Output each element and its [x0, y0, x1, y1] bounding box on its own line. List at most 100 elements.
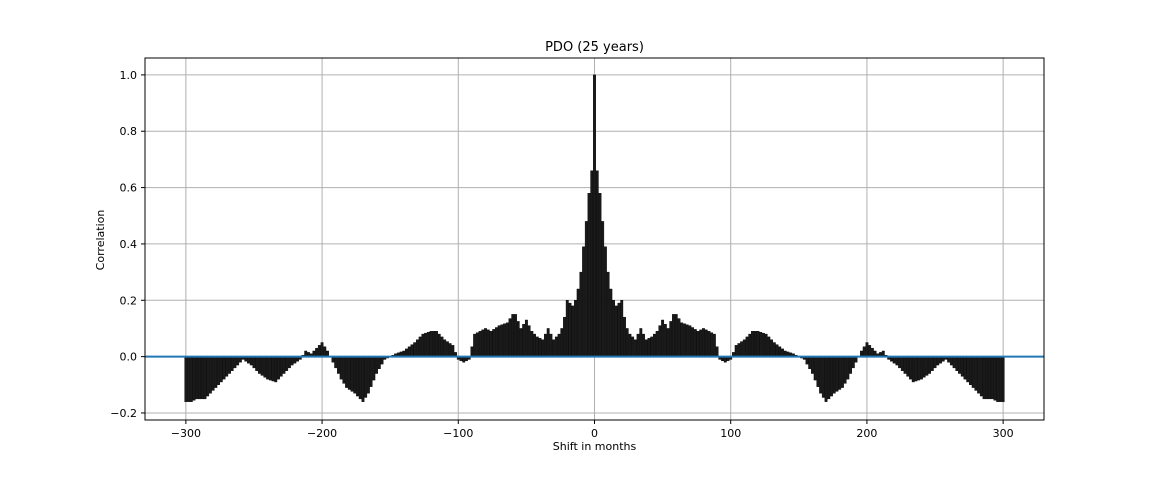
bar [356, 356, 359, 397]
bar [631, 336, 635, 357]
bar [364, 356, 368, 398]
bar [661, 319, 665, 357]
bar [595, 170, 599, 357]
bar [574, 300, 577, 357]
y-tick-label: 0.2 [120, 294, 138, 307]
bar [552, 339, 556, 357]
bar [846, 356, 850, 380]
bar [707, 331, 711, 357]
bar [840, 356, 844, 388]
bar [282, 356, 286, 374]
bar [625, 328, 629, 357]
y-tick-label: −0.2 [110, 407, 137, 420]
bar [505, 322, 509, 357]
bar [819, 356, 823, 394]
bar [642, 333, 645, 357]
bar [685, 324, 689, 357]
bar [824, 356, 828, 402]
bar [674, 314, 678, 357]
bar [503, 323, 507, 357]
bar [682, 323, 686, 357]
y-tick-label: 1.0 [120, 69, 138, 82]
bar [584, 221, 588, 357]
bar [930, 356, 934, 371]
bar [255, 356, 259, 371]
bar [514, 314, 517, 357]
bar [832, 356, 836, 394]
bar [914, 356, 918, 382]
bar [287, 356, 291, 369]
bar [230, 356, 234, 371]
bar [361, 356, 365, 402]
bar [633, 339, 637, 357]
bar [971, 356, 975, 388]
bar [969, 356, 972, 385]
bar [317, 345, 321, 357]
bar [996, 356, 1000, 402]
bar [214, 356, 218, 388]
bar [489, 331, 493, 357]
bar [440, 336, 444, 357]
bar [437, 333, 441, 357]
bar [366, 356, 370, 394]
bar [533, 333, 536, 357]
bar [862, 346, 866, 357]
y-tick-label: 0.6 [120, 182, 138, 195]
bar [895, 356, 899, 366]
x-tick-label: 300 [993, 427, 1014, 440]
bar [263, 356, 267, 378]
bar [628, 333, 632, 357]
bar [192, 356, 196, 401]
bar [816, 356, 820, 387]
bar [527, 325, 531, 357]
bar [911, 356, 915, 383]
bar [443, 339, 447, 357]
bar [955, 356, 959, 371]
bar [696, 331, 700, 357]
bar [949, 356, 953, 366]
bar [541, 339, 545, 357]
bar [677, 318, 681, 357]
bar [870, 347, 874, 357]
bar [579, 271, 583, 357]
bar [451, 345, 455, 357]
bar [808, 356, 812, 370]
bar [350, 356, 354, 392]
bar [372, 356, 376, 381]
bar [380, 356, 384, 365]
bar [691, 327, 694, 357]
bar [603, 246, 607, 357]
bar [576, 288, 580, 357]
bar [508, 318, 512, 357]
bars [184, 74, 1005, 402]
bar [767, 336, 771, 357]
bar [688, 325, 692, 357]
bar [530, 331, 534, 357]
bar [663, 324, 667, 357]
bar [593, 74, 596, 357]
bar [478, 331, 482, 357]
bar [805, 356, 809, 365]
bar [426, 331, 430, 357]
bar [734, 345, 738, 357]
bar [568, 302, 572, 357]
bar [620, 300, 624, 357]
bar [601, 221, 605, 357]
y-tick-label: 0.4 [120, 238, 138, 251]
bar [208, 356, 212, 394]
bar [560, 328, 564, 357]
bar [271, 356, 275, 382]
bar [835, 356, 839, 392]
bar [320, 342, 324, 357]
bar [598, 193, 602, 357]
bar [195, 356, 199, 400]
bar [775, 344, 779, 357]
bar [982, 356, 986, 400]
bar [249, 356, 253, 366]
bar [582, 246, 586, 357]
bar [187, 356, 191, 402]
bar [345, 356, 349, 388]
bar [347, 356, 351, 390]
bar [358, 356, 362, 400]
bar [998, 356, 1002, 402]
